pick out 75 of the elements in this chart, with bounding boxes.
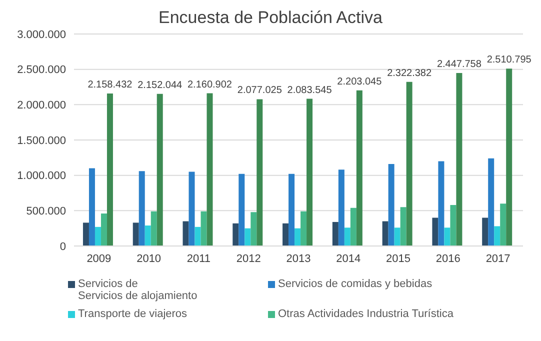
bar xyxy=(288,174,295,246)
x-tick-label: 2010 xyxy=(136,252,162,265)
x-tick-label: 2016 xyxy=(436,252,460,265)
bar xyxy=(300,211,307,246)
bar xyxy=(450,205,456,246)
bar xyxy=(500,204,506,246)
data-label: 2.077.025 xyxy=(237,85,282,96)
bar xyxy=(388,164,394,246)
bar xyxy=(132,222,139,246)
y-tick-label: 3.000.000 xyxy=(17,28,66,41)
bar xyxy=(144,226,151,246)
data-label: 2.510.795 xyxy=(486,54,532,66)
bar xyxy=(188,172,195,246)
bar xyxy=(250,212,257,246)
y-tick-label: 500.000 xyxy=(26,206,66,218)
bar xyxy=(506,68,512,246)
data-label: 2.322.382 xyxy=(387,68,432,79)
chart-title: Encuesta de Población Activa xyxy=(158,8,384,29)
bar xyxy=(156,94,163,246)
legend-label: Servicios de comidas y bebidas xyxy=(278,278,432,290)
bar xyxy=(138,171,145,246)
bar xyxy=(494,226,500,246)
bar xyxy=(244,228,251,246)
bar xyxy=(482,218,488,246)
bar xyxy=(150,211,157,246)
bar xyxy=(350,208,356,246)
x-tick-label: 2015 xyxy=(386,252,411,265)
bar xyxy=(88,168,95,246)
y-tick-label: 1.000.000 xyxy=(17,170,66,182)
data-label: 2.203.045 xyxy=(337,76,382,88)
bar xyxy=(394,228,400,246)
x-tick-label: 2012 xyxy=(236,252,261,265)
bar xyxy=(432,218,438,246)
x-tick-label: 2013 xyxy=(286,252,311,265)
bar xyxy=(200,211,207,246)
bar xyxy=(294,228,301,246)
bar xyxy=(338,170,344,246)
y-tick-label: 0 xyxy=(60,240,66,253)
data-label: 2.160.902 xyxy=(188,79,232,90)
bar xyxy=(182,221,189,246)
bar xyxy=(444,228,450,246)
x-tick-label: 2009 xyxy=(86,252,112,265)
bar xyxy=(238,174,245,246)
legend-label: Transporte de viajeros xyxy=(78,308,188,320)
y-tick-label: 2.000.000 xyxy=(17,100,66,112)
bar xyxy=(94,226,101,246)
bar xyxy=(382,221,388,246)
bar xyxy=(344,228,350,246)
bar xyxy=(194,226,201,246)
bar xyxy=(256,99,263,246)
bar xyxy=(100,213,107,246)
x-tick-label: 2011 xyxy=(186,252,211,265)
bar xyxy=(82,222,89,246)
data-label: 2.447.758 xyxy=(436,59,482,70)
bar xyxy=(206,93,213,246)
bar xyxy=(356,90,362,246)
x-tick-label: 2017 xyxy=(486,252,510,265)
x-tick-label: 2014 xyxy=(336,252,361,265)
data-label: 2.152.044 xyxy=(138,80,183,91)
bar xyxy=(282,223,289,246)
legend-label: Otras Actividades Industria Turística xyxy=(278,308,454,320)
bar xyxy=(438,161,444,246)
y-tick-label: 2.500.000 xyxy=(17,64,66,76)
bar xyxy=(456,73,462,246)
data-label: 2.083.545 xyxy=(287,84,332,96)
legend-label: Servicios de Servicios de alojamiento xyxy=(78,278,198,302)
bar xyxy=(306,98,313,246)
bar xyxy=(106,93,113,246)
bar xyxy=(488,158,494,246)
y-tick-label: 1.500.000 xyxy=(17,134,66,147)
bar xyxy=(406,82,412,246)
data-label: 2.158.432 xyxy=(88,79,133,90)
bar xyxy=(332,222,338,246)
bar xyxy=(232,223,239,246)
bar xyxy=(400,207,406,246)
